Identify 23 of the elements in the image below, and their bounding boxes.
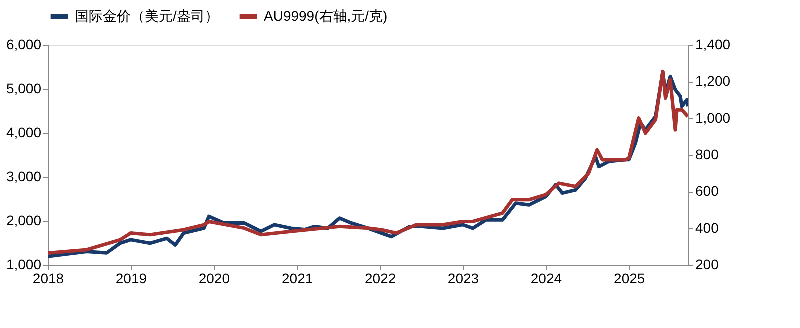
y2-tick-label: 600 [696, 183, 720, 200]
y2-tick-label: 1,400 [696, 36, 731, 52]
y2-tick-label: 1,200 [696, 73, 731, 90]
x-tick-label: 2018 [32, 270, 64, 286]
x-tick-label: 2019 [116, 270, 148, 286]
y2-tick-label: 800 [696, 146, 720, 162]
y-tick-label: 1,000 [6, 256, 42, 272]
x-tick-label: 2022 [364, 270, 396, 286]
legend-label: AU9999(右轴,元/克) [264, 8, 388, 24]
y-tick-label: 6,000 [6, 36, 42, 52]
x-tick-label: 2025 [614, 270, 646, 286]
x-tick-label: 2023 [448, 270, 480, 286]
y2-tick-label: 1,000 [696, 110, 731, 126]
x-tick-label: 2024 [530, 270, 562, 286]
y2-tick-label: 200 [696, 256, 720, 272]
y-tick-label: 5,000 [6, 80, 42, 96]
y-tick-label: 2,000 [6, 212, 42, 228]
y-tick-label: 4,000 [6, 124, 42, 140]
legend-label: 国际金价（美元/盎司） [75, 8, 219, 24]
y2-tick-label: 400 [696, 220, 720, 236]
x-tick-label: 2020 [198, 270, 230, 286]
x-tick-label: 2021 [282, 270, 314, 286]
y-tick-label: 3,000 [6, 168, 42, 184]
